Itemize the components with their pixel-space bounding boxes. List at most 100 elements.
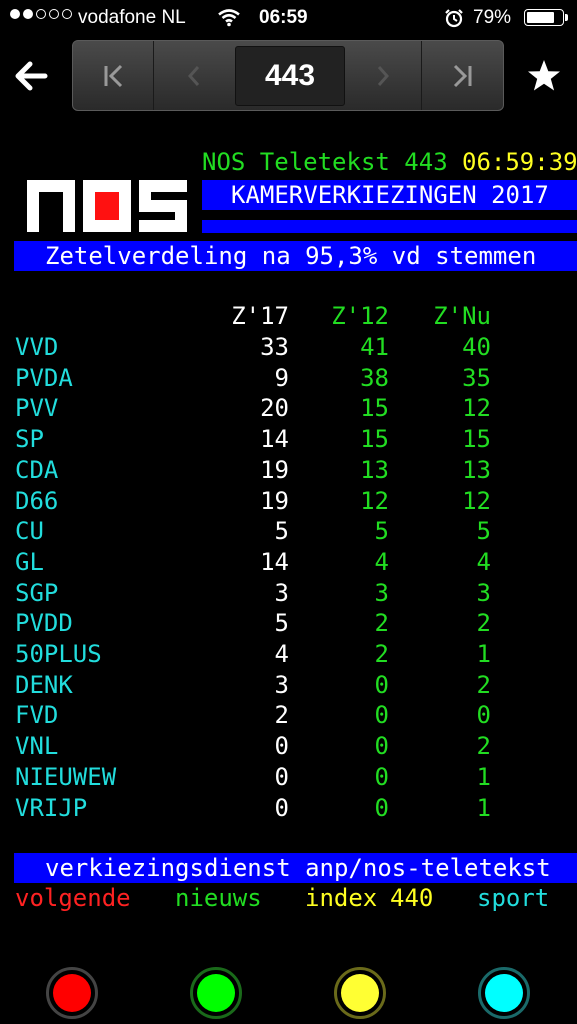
seats-2012: 38 (360, 363, 389, 392)
fastext-yellow-page[interactable]: 440 (390, 884, 434, 912)
seats-2012: 0 (374, 732, 389, 761)
teletext-clock: 06:59:39 (462, 148, 577, 176)
red-fastext-button[interactable] (46, 967, 98, 1019)
table-row: SP 14 15 15 (0, 424, 577, 454)
seats-2017: 3 (274, 578, 289, 607)
seats-poll: 5 (476, 517, 491, 546)
party-name: SGP (15, 578, 59, 607)
footer-bar (14, 853, 577, 883)
fastext-green-link[interactable]: nieuws (175, 884, 262, 912)
table-row: DENK 3 0 2 (0, 670, 577, 700)
seats-poll: 1 (476, 793, 491, 822)
seats-2017: 14 (260, 425, 289, 454)
seats-2017: 33 (260, 333, 289, 361)
table-row: FVD 2 0 0 (0, 700, 577, 730)
yellow-fastext-button[interactable] (334, 967, 386, 1019)
green-button-fill (197, 974, 235, 1012)
seats-2012: 15 (360, 425, 389, 454)
page-title: KAMERVERKIEZINGEN 2017 (231, 181, 549, 209)
next-page-button[interactable] (345, 41, 422, 110)
seats-2012: 3 (374, 578, 389, 607)
battery-icon (524, 9, 564, 26)
seats-poll: 12 (462, 394, 491, 423)
seats-2017: 0 (274, 732, 289, 761)
seats-2017: 0 (274, 762, 289, 791)
seats-2012: 15 (360, 394, 389, 423)
table-row: CU 5 5 5 (0, 516, 577, 546)
title-bar (202, 180, 577, 210)
party-name: PVDD (15, 609, 73, 638)
alarm-icon (445, 9, 463, 28)
seats-poll: 3 (476, 578, 491, 607)
page-subtitle: Zetelverdeling na 95,3% vd stemmen (45, 242, 537, 270)
seats-poll: 0 (476, 701, 491, 730)
seats-2012: 0 (374, 793, 389, 822)
fastext-yellow-link[interactable]: index (305, 884, 378, 912)
clock: 06:59 (259, 7, 308, 28)
table-row: PVDA 9 38 35 (0, 363, 577, 393)
table-row: CDA 19 13 13 (0, 455, 577, 485)
party-name: 50PLUS (15, 640, 102, 668)
seats-poll: 40 (462, 333, 491, 361)
fastext-cyan-link[interactable]: sport (477, 884, 550, 912)
carrier-name: vodafone NL (78, 7, 186, 28)
chevron-right-icon (377, 65, 390, 86)
seats-poll: 13 (462, 455, 491, 484)
party-name: GL (15, 547, 44, 576)
seats-2017: 19 (260, 486, 289, 515)
page-navigation-bar: 443 (72, 40, 504, 111)
battery-tip (565, 14, 568, 21)
wifi-icon (218, 9, 240, 27)
seats-2017: 4 (274, 640, 289, 668)
back-arrow-icon[interactable] (11, 56, 51, 96)
party-name: D66 (15, 486, 59, 515)
party-name: CU (15, 517, 44, 546)
party-name: VVD (15, 333, 59, 361)
table-row: VRIJP 0 0 1 (0, 793, 577, 823)
party-name: DENK (15, 670, 73, 699)
last-page-button[interactable] (422, 41, 503, 110)
fastext-red-link[interactable]: volgende (15, 884, 131, 912)
seats-2012: 41 (360, 333, 389, 361)
seats-poll: 1 (476, 640, 491, 668)
seats-2012: 0 (374, 670, 389, 699)
seats-poll: 2 (476, 670, 491, 699)
page-number-display[interactable]: 443 (235, 46, 345, 106)
nos-logo (27, 180, 187, 232)
footer-text: verkiezingsdienst anp/nos-teletekst (45, 854, 551, 882)
signal-strength-icon (10, 9, 72, 19)
first-page-icon (104, 64, 123, 87)
green-fastext-button[interactable] (190, 967, 242, 1019)
last-page-icon (453, 64, 471, 87)
party-name: PVV (15, 394, 59, 423)
battery-percentage: 79% (473, 7, 512, 28)
seats-2017: 2 (274, 701, 289, 730)
party-name: PVDA (15, 363, 73, 392)
title-underline-bar (202, 220, 577, 233)
seats-2012: 0 (374, 762, 389, 791)
teletext-service-label: NOS Teletekst 443 (202, 148, 448, 176)
table-row: NIEUWEW 0 0 1 (0, 762, 577, 792)
seats-2012: 0 (374, 701, 389, 730)
table-row: VVD 33 41 40 (0, 332, 577, 362)
seats-2012: 2 (374, 640, 389, 668)
cyan-fastext-button[interactable] (478, 967, 530, 1019)
table-row: SGP 3 3 3 (0, 578, 577, 608)
seats-2017: 5 (274, 609, 289, 638)
yellow-button-fill (341, 974, 379, 1012)
seats-poll: 12 (462, 486, 491, 515)
column-header-znu: Z'Nu (433, 302, 491, 330)
chevron-left-icon (187, 65, 200, 86)
party-name: NIEUWEW (15, 762, 117, 791)
seats-poll: 1 (476, 762, 491, 791)
seats-2017: 0 (274, 793, 289, 822)
first-page-button[interactable] (73, 41, 154, 110)
previous-page-button[interactable] (154, 41, 234, 110)
seats-poll: 2 (476, 609, 491, 638)
table-row: PVV 20 15 12 (0, 393, 577, 423)
party-name: SP (15, 425, 44, 454)
seats-2012: 12 (360, 486, 389, 515)
seats-2017: 14 (260, 547, 289, 576)
favorite-star-icon[interactable] (526, 58, 562, 94)
table-row: PVDD 5 2 2 (0, 608, 577, 638)
